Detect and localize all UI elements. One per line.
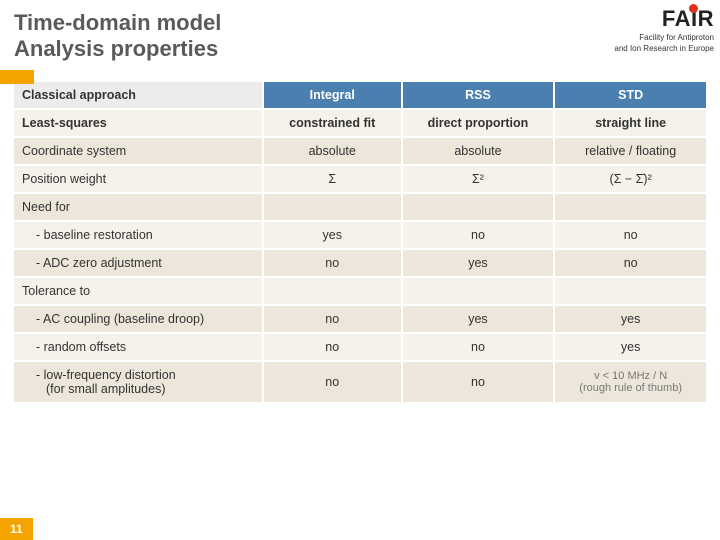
logo-dot-icon: [689, 4, 698, 13]
table-row: Tolerance to: [13, 277, 707, 305]
header-rss: RSS: [402, 81, 555, 109]
cell: no: [402, 333, 555, 361]
cell: absolute: [402, 137, 555, 165]
table-header-row: Classical approach Integral RSS STD: [13, 81, 707, 109]
row-label: Least-squares: [13, 109, 263, 137]
cell: yes: [554, 305, 707, 333]
cell: absolute: [263, 137, 402, 165]
accent-bar: [0, 70, 34, 84]
cell: [554, 193, 707, 221]
logo-i: I: [691, 6, 698, 32]
page-number: 11: [0, 518, 33, 540]
section-tolerance-to: Tolerance to: [13, 277, 263, 305]
logo-text: FAIR: [614, 6, 714, 32]
row-label: - low-frequency distortion (for small am…: [13, 361, 263, 403]
cell: [402, 193, 555, 221]
cell: [554, 277, 707, 305]
table-row: - baseline restoration yes no no: [13, 221, 707, 249]
cell: no: [263, 333, 402, 361]
cell: relative / floating: [554, 137, 707, 165]
cell: no: [263, 249, 402, 277]
table-row: Least-squares constrained fit direct pro…: [13, 109, 707, 137]
row-label: - ADC zero adjustment: [13, 249, 263, 277]
cell: [402, 277, 555, 305]
row-label: - baseline restoration: [13, 221, 263, 249]
cell: yes: [402, 305, 555, 333]
cell: direct proportion: [402, 109, 555, 137]
logo-subtitle-2: and Ion Research in Europe: [614, 45, 714, 54]
cell: no: [554, 221, 707, 249]
table-row: Need for: [13, 193, 707, 221]
cell: Σ: [263, 165, 402, 193]
table-row: - low-frequency distortion (for small am…: [13, 361, 707, 403]
cell: (Σ − Σ̄)²: [554, 165, 707, 193]
cell: no: [402, 221, 555, 249]
cell: no: [554, 249, 707, 277]
row-label: - AC coupling (baseline droop): [13, 305, 263, 333]
row-label: Position weight: [13, 165, 263, 193]
table-row: Coordinate system absolute absolute rela…: [13, 137, 707, 165]
cell: yes: [402, 249, 555, 277]
logo-part1: FA: [662, 6, 691, 31]
cell: constrained fit: [263, 109, 402, 137]
slide-title: Time-domain model Analysis properties: [0, 0, 720, 62]
section-need-for: Need for: [13, 193, 263, 221]
header-integral: Integral: [263, 81, 402, 109]
row-label-line2: (for small amplitudes): [36, 382, 165, 396]
cell: yes: [554, 333, 707, 361]
row-label: - random offsets: [13, 333, 263, 361]
cell: v < 10 MHz / N (rough rule of thumb): [554, 361, 707, 403]
cell: no: [402, 361, 555, 403]
logo-part2: R: [698, 6, 714, 31]
table-row: - AC coupling (baseline droop) no yes ye…: [13, 305, 707, 333]
cell: Σ²: [402, 165, 555, 193]
logo: FAIR Facility for Antiproton and Ion Res…: [614, 6, 714, 54]
cell: [263, 193, 402, 221]
row-label-line1: - low-frequency distortion: [36, 368, 176, 382]
cell: no: [263, 305, 402, 333]
table-row: - ADC zero adjustment no yes no: [13, 249, 707, 277]
cell: no: [263, 361, 402, 403]
cell: [263, 277, 402, 305]
cell: straight line: [554, 109, 707, 137]
cell: yes: [263, 221, 402, 249]
logo-subtitle-1: Facility for Antiproton: [614, 34, 714, 43]
comparison-table: Classical approach Integral RSS STD Leas…: [12, 80, 708, 404]
table-row: Position weight Σ Σ² (Σ − Σ̄)²: [13, 165, 707, 193]
table-row: - random offsets no no yes: [13, 333, 707, 361]
header-approach: Classical approach: [13, 81, 263, 109]
header-std: STD: [554, 81, 707, 109]
cell-line1: v < 10 MHz / N: [594, 370, 667, 382]
cell-line2: (rough rule of thumb): [579, 382, 682, 394]
row-label: Coordinate system: [13, 137, 263, 165]
